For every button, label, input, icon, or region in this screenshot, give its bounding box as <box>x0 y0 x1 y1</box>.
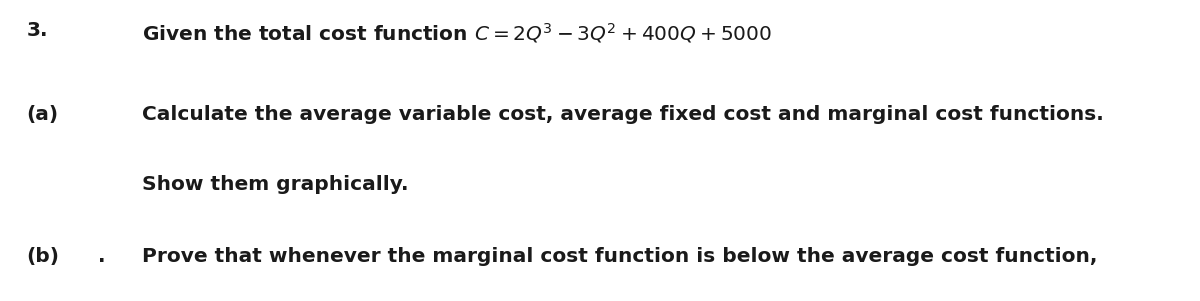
Text: Prove that whenever the marginal cost function is below the average cost functio: Prove that whenever the marginal cost fu… <box>142 247 1097 266</box>
Text: .: . <box>98 247 106 266</box>
Text: (b): (b) <box>26 247 60 266</box>
Text: (a): (a) <box>26 105 59 124</box>
Text: Given the total cost function $C = 2Q^3 - 3Q^2 + 400Q + 5000$: Given the total cost function $C = 2Q^3 … <box>142 21 772 45</box>
Text: 3.: 3. <box>26 21 48 40</box>
Text: Calculate the average variable cost, average fixed cost and marginal cost functi: Calculate the average variable cost, ave… <box>142 105 1103 124</box>
Text: Show them graphically.: Show them graphically. <box>142 175 408 194</box>
